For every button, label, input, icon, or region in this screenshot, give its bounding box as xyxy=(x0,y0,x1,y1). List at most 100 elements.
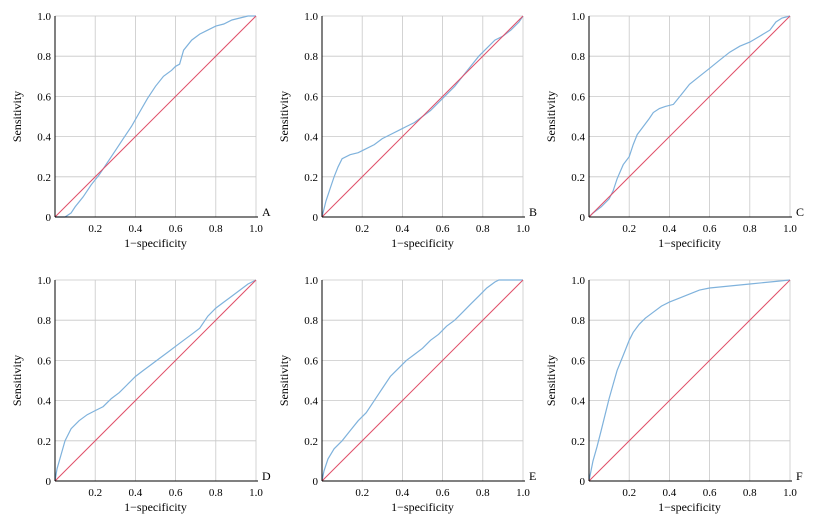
x-tick-label: 1.0 xyxy=(249,487,263,499)
x-tick-label: 0.6 xyxy=(169,223,183,235)
y-tick-label: 0.4 xyxy=(37,396,51,408)
y-tick-label: 0.6 xyxy=(571,91,585,103)
panel-label: A xyxy=(262,205,271,219)
roc-panel-d: 0 0.2 0.4 0.6 0.8 1.0 0.2 0.4 0.6 0.8 1.0 1−specifi… xyxy=(10,275,271,514)
y-tick-label: 0.2 xyxy=(571,436,585,448)
y-tick-label: 0.2 xyxy=(37,436,51,448)
x-tick-label: 0.2 xyxy=(88,223,102,235)
roc-panel-a: 0 0.2 0.4 0.6 0.8 1.0 0.2 0.4 0.6 0.8 1.0 1−specifi… xyxy=(10,11,271,250)
y-tick-label: 0.6 xyxy=(571,355,585,367)
roc-panel-f: 0 0.2 0.4 0.6 0.8 1.0 0.2 0.4 0.6 0.8 1.0 1−specifi… xyxy=(544,275,803,514)
x-tick-label: 0.6 xyxy=(436,223,450,235)
panel-label: C xyxy=(796,205,804,219)
reference-diagonal xyxy=(588,15,791,218)
y-axis-label: Sensitivity xyxy=(277,355,291,406)
roc-curve xyxy=(55,15,256,218)
grid xyxy=(589,279,791,481)
x-axis-label: 1−specificity xyxy=(391,500,454,514)
reference-diagonal xyxy=(321,15,524,218)
y-tick-label: 0.8 xyxy=(571,51,585,63)
y-tick-label: 0 xyxy=(46,212,52,224)
roc-curve xyxy=(54,279,257,482)
roc-panel-e: 0 0.2 0.4 0.6 0.8 1.0 0.2 0.4 0.6 0.8 1.0 1−specifi… xyxy=(277,275,536,514)
y-tick-label: 0.8 xyxy=(571,315,585,327)
x-tick-label: 0.8 xyxy=(476,223,490,235)
y-tick-label: 0.6 xyxy=(37,91,51,103)
x-tick-label: 0.8 xyxy=(209,223,223,235)
y-tick-label: 1.0 xyxy=(304,275,318,287)
y-tick-label: 0.2 xyxy=(37,172,51,184)
x-tick-label: 1.0 xyxy=(783,223,797,235)
y-tick-label: 0.4 xyxy=(304,132,318,144)
y-tick-label: 0.8 xyxy=(304,315,318,327)
y-tick-label: 1.0 xyxy=(37,275,51,287)
y-tick-label: 0.4 xyxy=(571,396,585,408)
x-tick-label: 0.8 xyxy=(743,487,757,499)
x-axis-label: 1−specificity xyxy=(124,500,187,514)
x-tick-label: 0.6 xyxy=(703,223,717,235)
grid xyxy=(55,279,257,481)
x-tick-label: 0.2 xyxy=(355,487,369,499)
grid xyxy=(322,15,524,217)
panel-label: E xyxy=(529,469,536,483)
y-tick-label: 1.0 xyxy=(571,275,585,287)
x-tick-label: 0.2 xyxy=(622,223,636,235)
x-tick-label: 1.0 xyxy=(249,223,263,235)
y-tick-label: 1.0 xyxy=(571,11,585,23)
y-tick-label: 0.6 xyxy=(37,355,51,367)
y-tick-label: 0 xyxy=(46,476,52,488)
roc-panel-b: 0 0.2 0.4 0.6 0.8 1.0 0.2 0.4 0.6 0.8 1.0 1−specifi… xyxy=(277,11,537,250)
x-tick-label: 0.2 xyxy=(622,487,636,499)
roc-panel-c: 0 0.2 0.4 0.6 0.8 1.0 0.2 0.4 0.6 0.8 1.0 1−specifi… xyxy=(544,11,804,250)
y-tick-label: 1.0 xyxy=(304,11,318,23)
y-tick-label: 0.4 xyxy=(571,132,585,144)
reference-diagonal xyxy=(588,279,791,482)
x-tick-label: 0.4 xyxy=(663,487,677,499)
x-tick-label: 0.6 xyxy=(703,487,717,499)
x-tick-label: 0.4 xyxy=(129,487,143,499)
y-tick-label: 1.0 xyxy=(37,11,51,23)
reference-diagonal xyxy=(54,15,257,218)
x-axis-label: 1−specificity xyxy=(391,236,454,250)
x-tick-label: 0.6 xyxy=(169,487,183,499)
x-tick-label: 0.8 xyxy=(476,487,490,499)
y-tick-label: 0.6 xyxy=(304,355,318,367)
x-tick-label: 0.8 xyxy=(209,487,223,499)
reference-diagonal xyxy=(321,279,524,482)
y-tick-label: 0.4 xyxy=(304,396,318,408)
x-axis-label: 1−specificity xyxy=(658,500,721,514)
panel-label: B xyxy=(529,205,537,219)
roc-curve xyxy=(588,279,791,482)
y-tick-label: 0.6 xyxy=(304,91,318,103)
y-tick-label: 0 xyxy=(580,212,586,224)
y-axis-label: Sensitivity xyxy=(544,91,558,142)
panel-label: F xyxy=(796,469,803,483)
reference-diagonal xyxy=(54,279,257,482)
y-axis-label: Sensitivity xyxy=(10,91,24,142)
y-axis-label: Sensitivity xyxy=(10,355,24,406)
y-tick-label: 0.2 xyxy=(571,172,585,184)
x-axis-label: 1−specificity xyxy=(124,236,187,250)
x-tick-label: 0.2 xyxy=(88,487,102,499)
x-tick-label: 0.8 xyxy=(743,223,757,235)
panel-label: D xyxy=(262,469,271,483)
x-tick-label: 0.6 xyxy=(436,487,450,499)
y-tick-label: 0.8 xyxy=(37,315,51,327)
grid xyxy=(55,15,257,217)
x-tick-label: 0.4 xyxy=(663,223,677,235)
y-tick-label: 0.4 xyxy=(37,132,51,144)
y-tick-label: 0 xyxy=(313,212,319,224)
x-tick-label: 1.0 xyxy=(783,487,797,499)
grid xyxy=(322,279,524,481)
x-tick-label: 1.0 xyxy=(516,223,530,235)
roc-curve xyxy=(321,279,523,482)
y-tick-label: 0.2 xyxy=(304,436,318,448)
x-tick-label: 0.4 xyxy=(396,223,410,235)
x-axis-label: 1−specificity xyxy=(658,236,721,250)
y-tick-label: 0.8 xyxy=(37,51,51,63)
x-tick-label: 0.4 xyxy=(129,223,143,235)
y-tick-label: 0.8 xyxy=(304,51,318,63)
y-tick-label: 0 xyxy=(313,476,319,488)
y-tick-label: 0 xyxy=(580,476,586,488)
